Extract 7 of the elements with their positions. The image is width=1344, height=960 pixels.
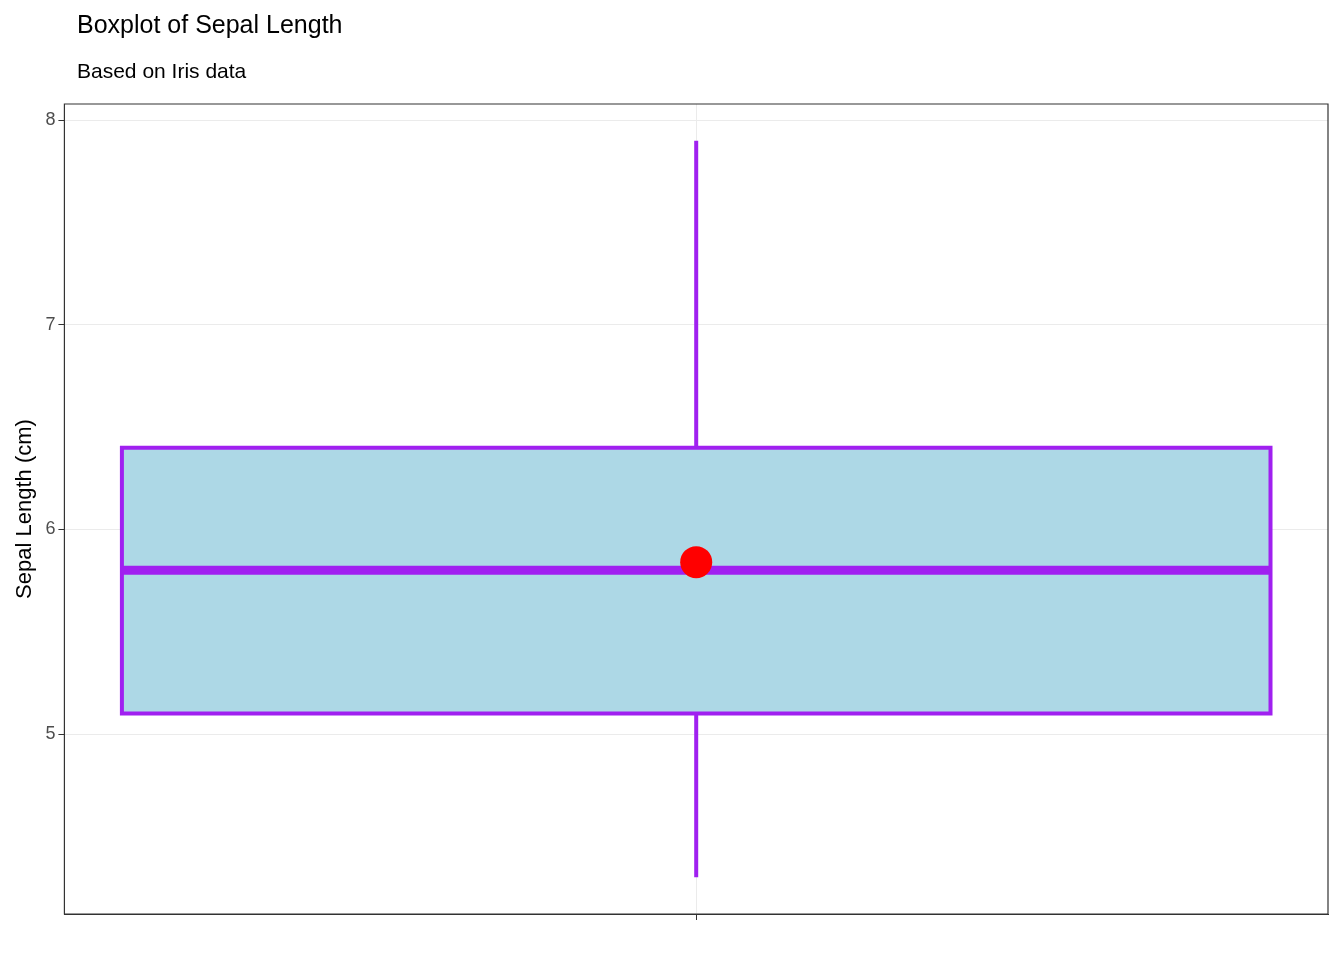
y-tick-label: 6 xyxy=(45,518,56,539)
chart-subtitle: Based on Iris data xyxy=(77,59,247,83)
chart-title: Boxplot of Sepal Length xyxy=(77,10,343,39)
y-tick-label: 5 xyxy=(45,722,56,743)
y-axis-title: Sepal Length (cm) xyxy=(11,419,37,599)
y-tick-label: 7 xyxy=(45,313,56,334)
y-tick-label: 8 xyxy=(45,109,56,130)
